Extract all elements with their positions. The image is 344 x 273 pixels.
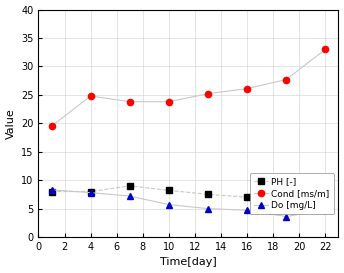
Line: PH [-]: PH [-] xyxy=(49,183,328,200)
Cond [ms/m] xyxy=(323,48,327,51)
Do [mg/L] xyxy=(167,203,171,206)
Do [mg/L] xyxy=(323,208,327,211)
Do [mg/L] xyxy=(245,209,249,212)
Do [mg/L] xyxy=(128,194,132,198)
Line: Do [mg/L]: Do [mg/L] xyxy=(49,187,329,220)
PH [-] xyxy=(50,190,54,193)
Cond [ms/m] xyxy=(50,124,54,128)
PH [-] xyxy=(128,184,132,188)
PH [-] xyxy=(245,195,249,199)
Cond [ms/m] xyxy=(128,100,132,103)
X-axis label: Time[day]: Time[day] xyxy=(160,257,217,268)
PH [-] xyxy=(206,193,210,196)
Cond [ms/m] xyxy=(206,92,210,95)
Y-axis label: Value: Value xyxy=(6,108,15,139)
Do [mg/L] xyxy=(206,207,210,210)
Do [mg/L] xyxy=(88,191,93,194)
Do [mg/L] xyxy=(284,215,288,218)
PH [-] xyxy=(323,194,327,197)
PH [-] xyxy=(167,189,171,192)
Do [mg/L] xyxy=(50,188,54,191)
Cond [ms/m] xyxy=(167,100,171,103)
Line: Cond [ms/m]: Cond [ms/m] xyxy=(49,46,329,129)
Cond [ms/m] xyxy=(245,87,249,90)
PH [-] xyxy=(284,194,288,197)
Legend: PH [-], Cond [ms/m], Do [mg/L]: PH [-], Cond [ms/m], Do [mg/L] xyxy=(249,173,334,214)
Cond [ms/m] xyxy=(284,78,288,81)
PH [-] xyxy=(88,190,93,193)
Cond [ms/m] xyxy=(88,94,93,98)
